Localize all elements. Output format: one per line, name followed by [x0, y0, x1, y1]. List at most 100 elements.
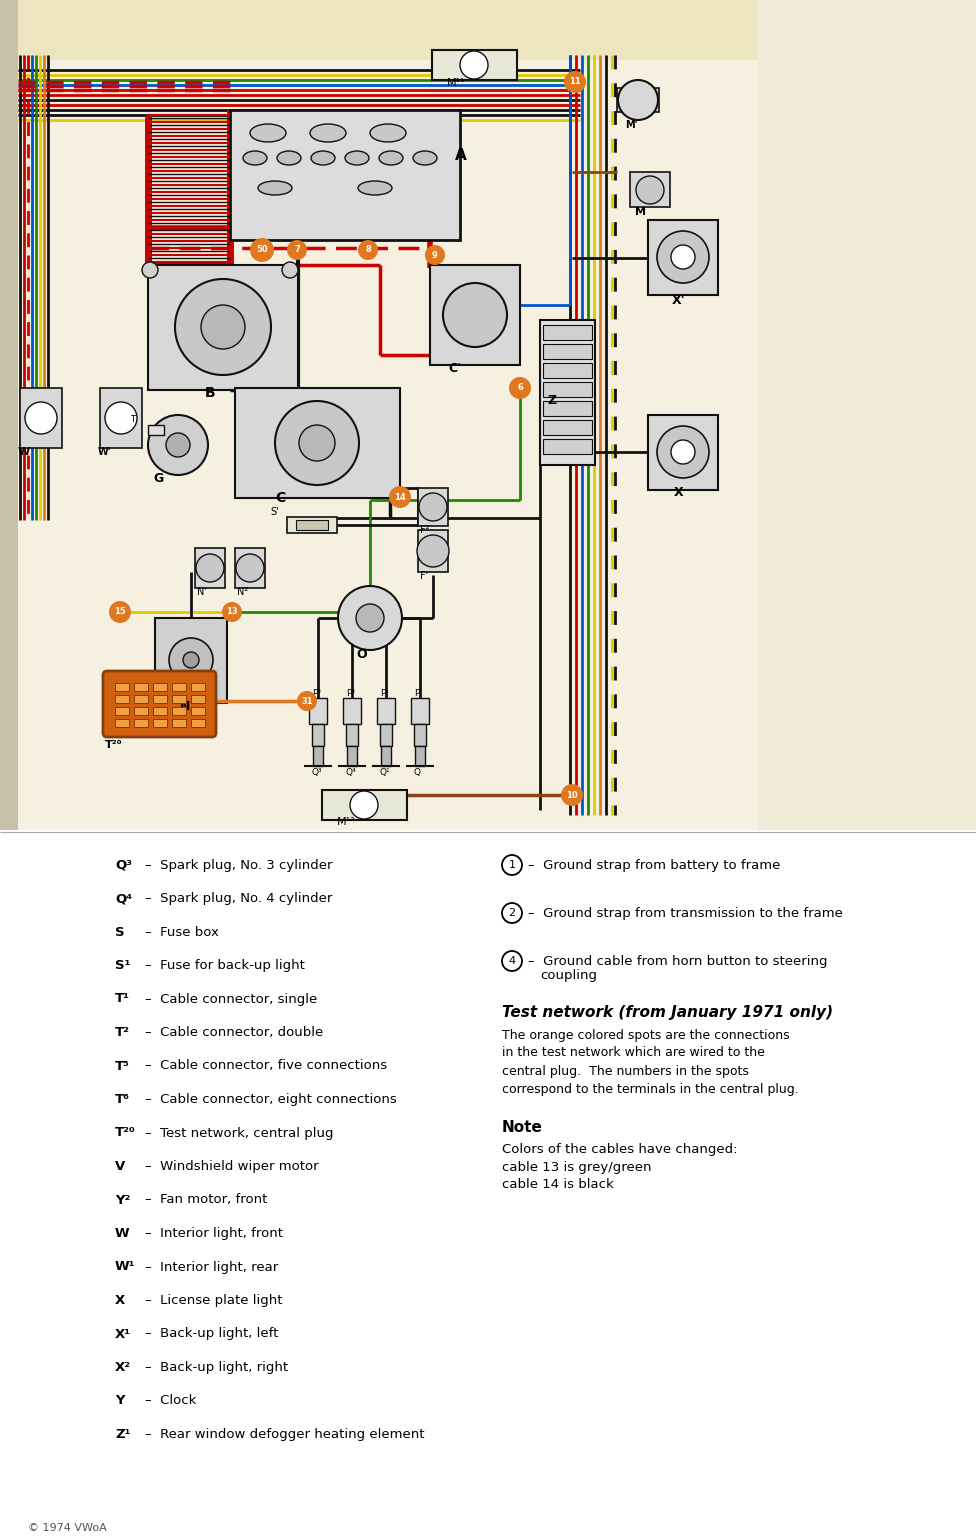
Circle shape	[389, 486, 411, 508]
Circle shape	[417, 535, 449, 568]
Bar	[313, 746, 323, 766]
Bar	[195, 548, 225, 588]
Text: Q⁴: Q⁴	[346, 767, 356, 777]
Text: –  Back-up light, left: – Back-up light, left	[145, 1327, 278, 1341]
Bar	[287, 517, 337, 534]
Circle shape	[671, 245, 695, 269]
Ellipse shape	[250, 125, 286, 141]
Text: The orange colored spots are the connections: The orange colored spots are the connect…	[502, 1029, 790, 1041]
Circle shape	[282, 261, 298, 278]
Circle shape	[236, 554, 264, 581]
Bar	[309, 698, 327, 724]
Bar	[617, 88, 659, 112]
Text: O: O	[356, 647, 367, 660]
Text: 6: 6	[517, 383, 523, 392]
Text: 14: 14	[394, 492, 406, 501]
Text: B: B	[205, 386, 216, 400]
Text: –  Test network, central plug: – Test network, central plug	[145, 1126, 334, 1140]
Bar	[153, 707, 167, 715]
Circle shape	[618, 80, 658, 120]
Bar	[414, 724, 426, 746]
Text: 8: 8	[365, 246, 371, 254]
Circle shape	[201, 305, 245, 349]
Bar	[148, 424, 164, 435]
Ellipse shape	[258, 181, 292, 195]
Bar	[630, 172, 670, 208]
Text: S¹: S¹	[115, 960, 131, 972]
Bar	[415, 746, 425, 766]
Text: –  Ground strap from battery to frame: – Ground strap from battery to frame	[528, 858, 781, 872]
Text: T⁵: T⁵	[115, 1060, 130, 1072]
Text: 2: 2	[508, 907, 515, 918]
Text: –  Windshield wiper motor: – Windshield wiper motor	[145, 1160, 318, 1173]
Text: X²: X²	[115, 1361, 131, 1373]
Text: T⁶: T⁶	[115, 1094, 130, 1106]
Text: Y: Y	[115, 1395, 125, 1407]
Circle shape	[419, 494, 447, 521]
Circle shape	[275, 401, 359, 484]
Text: 7: 7	[294, 246, 300, 254]
Bar	[648, 220, 718, 295]
Text: M¹²: M¹²	[337, 817, 355, 827]
Text: 4: 4	[508, 957, 515, 966]
Bar	[191, 695, 205, 703]
Ellipse shape	[413, 151, 437, 165]
Text: Q⁴: Q⁴	[115, 892, 132, 904]
Ellipse shape	[345, 151, 369, 165]
Bar	[115, 707, 129, 715]
Text: C: C	[275, 491, 285, 504]
Circle shape	[350, 791, 378, 820]
Bar	[191, 707, 205, 715]
Bar	[543, 325, 592, 340]
Bar	[115, 718, 129, 727]
Bar	[148, 265, 298, 391]
Text: –  Cable connector, eight connections: – Cable connector, eight connections	[145, 1094, 397, 1106]
Text: –  Spark plug, No. 4 cylinder: – Spark plug, No. 4 cylinder	[145, 892, 333, 904]
Bar	[134, 707, 148, 715]
Text: –  License plate light: – License plate light	[145, 1293, 282, 1307]
Bar	[115, 683, 129, 691]
Bar	[155, 618, 227, 703]
Text: S': S'	[270, 508, 278, 517]
Text: C': C'	[448, 361, 461, 374]
Text: Test network (from January 1971 only): Test network (from January 1971 only)	[502, 1006, 834, 1021]
Bar	[172, 707, 186, 715]
Text: –  Cable connector, five connections: – Cable connector, five connections	[145, 1060, 387, 1072]
Circle shape	[287, 240, 307, 260]
Bar	[418, 531, 448, 572]
Bar	[347, 746, 357, 766]
Bar	[540, 320, 595, 464]
Bar	[343, 698, 361, 724]
Ellipse shape	[310, 125, 346, 141]
Text: N': N'	[197, 588, 207, 597]
Bar	[543, 345, 592, 358]
Circle shape	[109, 601, 131, 623]
Text: –  Fuse box: – Fuse box	[145, 926, 219, 938]
Circle shape	[297, 691, 317, 711]
Text: Q³: Q³	[312, 767, 323, 777]
Bar	[20, 388, 62, 448]
Bar	[134, 695, 148, 703]
Bar	[191, 718, 205, 727]
Circle shape	[250, 238, 274, 261]
Bar	[381, 746, 391, 766]
Text: –  Cable connector, single: – Cable connector, single	[145, 992, 317, 1006]
Text: –  Interior light, front: – Interior light, front	[145, 1227, 283, 1240]
Circle shape	[358, 240, 378, 260]
Text: P¹: P¹	[380, 689, 389, 698]
Text: T²: T²	[115, 1026, 130, 1040]
Bar	[0, 0, 976, 60]
Bar	[115, 695, 129, 703]
Ellipse shape	[277, 151, 301, 165]
Text: cable 13 is grey/green: cable 13 is grey/green	[502, 1161, 652, 1173]
Text: P⁴: P⁴	[346, 689, 355, 698]
Bar	[235, 548, 265, 588]
Circle shape	[443, 283, 507, 348]
Text: 1: 1	[508, 860, 515, 871]
Text: F': F'	[420, 571, 428, 581]
Text: F²: F²	[420, 524, 429, 535]
Text: P³: P³	[312, 689, 321, 698]
Text: T: T	[130, 415, 135, 424]
Circle shape	[338, 586, 402, 651]
Ellipse shape	[358, 181, 392, 195]
